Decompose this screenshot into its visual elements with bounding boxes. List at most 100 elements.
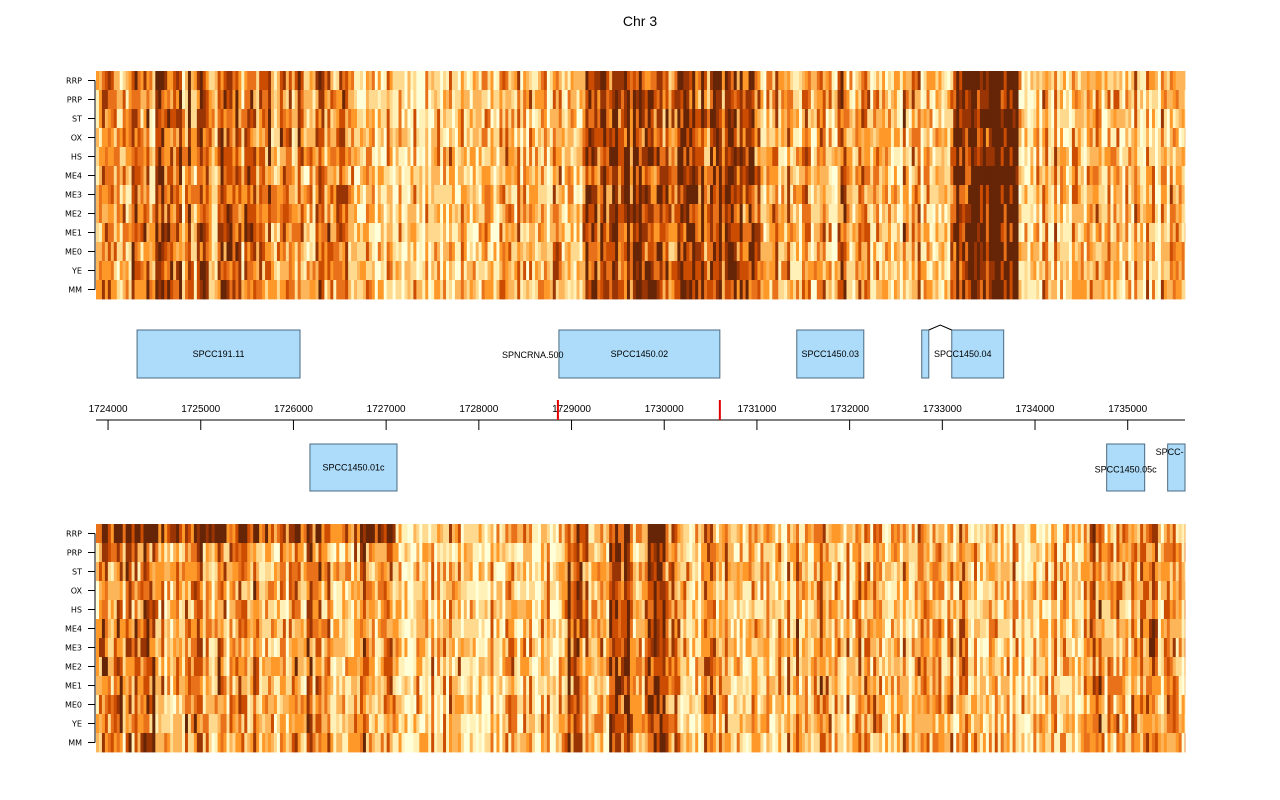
- heatmap-cell: [140, 524, 144, 544]
- heatmap-cell: [499, 71, 503, 91]
- heatmap-cell: [214, 714, 219, 734]
- heatmap-cell: [232, 242, 236, 262]
- heatmap-cell: [167, 109, 171, 129]
- heatmap-cell: [576, 223, 580, 243]
- heatmap-cell: [653, 90, 658, 110]
- heatmap-cell: [1033, 280, 1037, 300]
- heatmap-cell: [306, 71, 310, 91]
- heatmap-cell: [890, 242, 895, 262]
- heatmap-cell: [179, 71, 183, 91]
- heatmap-cell: [876, 242, 880, 262]
- heatmap-cell: [573, 90, 577, 110]
- heatmap-cell: [1027, 204, 1031, 224]
- heatmap-cell: [971, 71, 975, 91]
- heatmap-cell: [870, 185, 874, 205]
- heatmap-cell: [125, 695, 130, 715]
- heatmap-cell: [991, 147, 996, 167]
- heatmap-cell: [710, 280, 714, 300]
- heatmap-cell: [804, 166, 809, 186]
- heatmap-cell: [1027, 128, 1031, 148]
- heatmap-cell: [659, 280, 663, 300]
- heatmap-cell: [526, 204, 530, 224]
- heatmap-cell: [816, 223, 821, 243]
- heatmap-cell: [128, 71, 132, 91]
- heatmap-cell: [205, 714, 210, 734]
- heatmap-cell: [481, 109, 485, 129]
- heatmap-cell: [840, 166, 844, 186]
- heatmap-cell: [882, 223, 886, 243]
- heatmap-cell: [1131, 185, 1135, 205]
- heatmap-cell: [306, 261, 310, 281]
- heatmap-cell: [484, 223, 488, 243]
- heatmap-cell: [888, 71, 892, 91]
- heatmap-cell: [190, 524, 195, 544]
- heatmap-cell: [689, 242, 693, 262]
- heatmap-cell: [422, 109, 426, 129]
- heatmap-cell: [1169, 280, 1174, 300]
- heatmap-cell: [1146, 242, 1150, 262]
- heatmap-cell: [241, 280, 245, 300]
- heatmap-cell: [1163, 242, 1168, 262]
- heatmap-cell: [211, 676, 216, 696]
- heatmap-cell: [683, 90, 687, 110]
- heatmap-cell: [793, 185, 797, 205]
- heatmap-cell: [173, 90, 177, 110]
- heatmap-cell: [167, 147, 171, 167]
- heatmap-cell: [914, 90, 919, 110]
- heatmap-cell: [229, 619, 233, 639]
- heatmap-cell: [893, 147, 898, 167]
- heatmap-cell: [374, 204, 379, 224]
- heatmap-cell: [1048, 185, 1052, 205]
- heatmap-cell: [730, 166, 735, 186]
- heatmap-cell: [641, 128, 646, 148]
- heatmap-cell: [1116, 185, 1120, 205]
- heatmap-cell: [101, 524, 106, 544]
- heatmap-cell: [1027, 109, 1031, 129]
- heatmap-cell: [846, 242, 850, 262]
- heatmap-cell: [1089, 280, 1094, 300]
- heatmap-cell: [769, 261, 773, 281]
- heatmap-cell: [1163, 185, 1168, 205]
- heatmap-cell: [671, 223, 675, 243]
- heatmap-cell: [962, 261, 966, 281]
- heatmap-cell: [131, 524, 135, 544]
- heatmap-cell: [1039, 280, 1043, 300]
- heatmap-cell: [247, 147, 251, 167]
- heatmap-cell: [119, 695, 124, 715]
- heatmap-cell: [324, 90, 328, 110]
- heatmap-cell: [324, 71, 328, 91]
- heatmap-cell: [1119, 261, 1123, 281]
- heatmap-cell: [825, 90, 830, 110]
- heatmap-cell: [739, 185, 744, 205]
- heatmap-cell: [1184, 166, 1186, 186]
- heatmap-cell: [101, 543, 106, 563]
- heatmap-cell: [161, 242, 165, 262]
- heatmap-cell: [1169, 261, 1174, 281]
- heatmap-cell: [297, 147, 302, 167]
- heatmap-cell: [202, 71, 207, 91]
- heatmap-cell: [176, 166, 180, 186]
- heatmap-cell: [1157, 71, 1162, 91]
- heatmap-cell: [410, 147, 414, 167]
- heatmap-cell: [271, 242, 275, 262]
- heatmap-cell: [920, 204, 924, 224]
- heatmap-cell: [1051, 147, 1055, 167]
- heatmap-cell: [529, 90, 533, 110]
- heatmap-cell: [730, 261, 735, 281]
- heatmap-cell: [1048, 128, 1052, 148]
- heatmap-cell: [431, 280, 435, 300]
- heatmap-cell: [665, 280, 669, 300]
- heatmap-cell: [1012, 223, 1016, 243]
- heatmap-cell: [1107, 71, 1111, 91]
- heatmap-cell: [184, 204, 189, 224]
- heatmap-cell: [810, 71, 815, 91]
- heatmap-cell: [594, 166, 598, 186]
- heatmap-cell: [950, 242, 954, 262]
- heatmap-cell: [772, 261, 776, 281]
- heatmap-cell: [976, 242, 981, 262]
- heatmap-cell: [386, 147, 391, 167]
- heatmap-cell: [923, 223, 927, 243]
- heatmap-cell: [1071, 71, 1076, 91]
- heatmap-cell: [377, 71, 382, 91]
- heatmap-cell: [1146, 280, 1150, 300]
